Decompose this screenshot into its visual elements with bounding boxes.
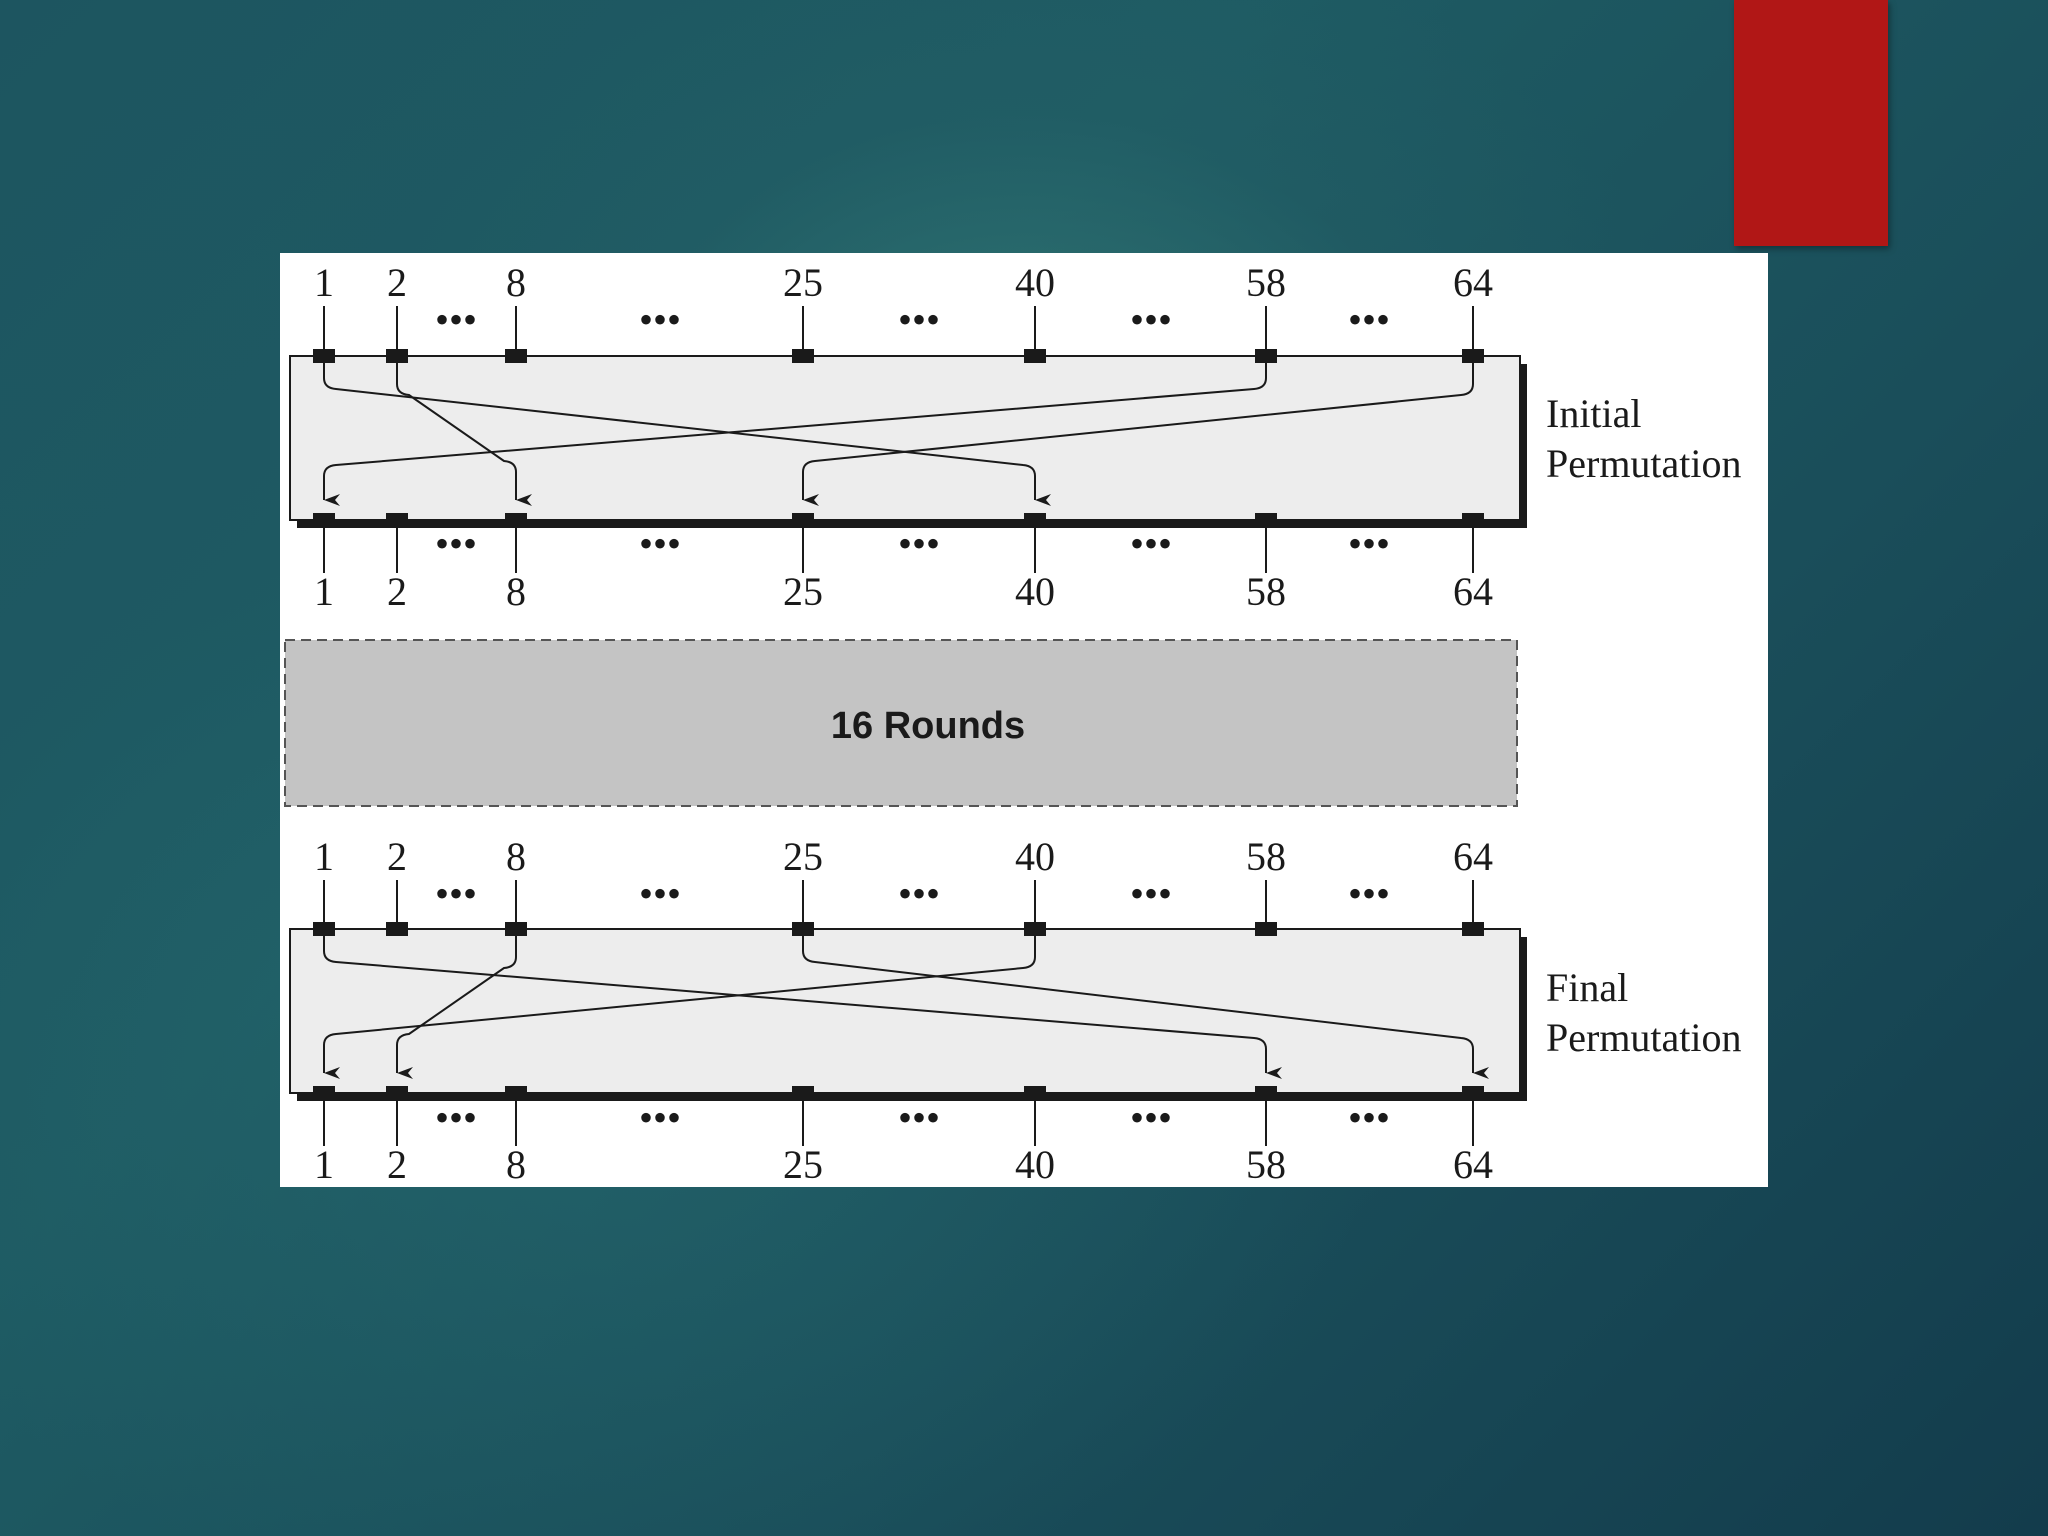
final-permutation-wire-8-to-2 (396, 936, 517, 1079)
initial-permutation-output-ellipsis-2: ••• (898, 521, 940, 566)
final-permutation-input-label-25: 25 (783, 834, 823, 879)
final-permutation-output-ellipsis-0: ••• (435, 1095, 477, 1140)
final-permutation-output-label-58: 58 (1246, 1142, 1286, 1187)
rounds-box (284, 639, 1518, 807)
initial-permutation-input-ellipsis-3: ••• (1130, 297, 1172, 342)
final-permutation-output-label-64: 64 (1453, 1142, 1493, 1187)
rounds-label: 16 Rounds (831, 705, 1025, 747)
final-permutation-input-ellipsis-1: ••• (639, 871, 681, 916)
initial-permutation-wire-64-to-25 (802, 363, 1474, 506)
final-permutation-wire-25-to-64 (802, 936, 1489, 1079)
initial-permutation-output-ellipsis-3: ••• (1130, 521, 1172, 566)
initial-permutation-input-ellipsis-1: ••• (639, 297, 681, 342)
initial-permutation-input-label-40: 40 (1015, 260, 1055, 305)
initial-permutation-output-label-2: 2 (387, 569, 407, 614)
final-permutation-input-ellipsis-2: ••• (898, 871, 940, 916)
final-permutation-input-label-8: 8 (506, 834, 526, 879)
initial-permutation-output-label-64: 64 (1453, 569, 1493, 614)
initial-permutation-output-label-40: 40 (1015, 569, 1055, 614)
final-permutation-input-label-58: 58 (1246, 834, 1286, 879)
final-permutation-wire-40-to-1 (323, 936, 1036, 1079)
initial-permutation-output-ellipsis-0: ••• (435, 521, 477, 566)
initial-permutation-input-ellipsis-2: ••• (898, 297, 940, 342)
final-permutation-title-line2: Permutation (1546, 1015, 1742, 1060)
initial-permutation-input-label-1: 1 (314, 260, 334, 305)
initial-permutation-output-label-58: 58 (1246, 569, 1286, 614)
permutation-diagram: 1 1 2 2 8 8 25 25 40 40 58 58 64 64 ••• ••• ••• ••• ••• •••… (284, 260, 1742, 1187)
final-permutation-output-ellipsis-2: ••• (898, 1095, 940, 1140)
initial-permutation-title-line2: Permutation (1546, 441, 1742, 486)
final-permutation-input-ellipsis-0: ••• (435, 871, 477, 916)
initial-permutation-title-line1: Initial (1546, 391, 1642, 436)
initial-permutation-wire-2-to-8 (396, 363, 532, 506)
initial-permutation-output-ellipsis-1: ••• (639, 521, 681, 566)
initial-permutation-input-ellipsis-0: ••• (435, 297, 477, 342)
final-permutation-input-label-2: 2 (387, 834, 407, 879)
final-permutation-output-ellipsis-3: ••• (1130, 1095, 1172, 1140)
final-permutation-output-label-40: 40 (1015, 1142, 1055, 1187)
final-permutation-input-label-1: 1 (314, 834, 334, 879)
final-permutation-wire-1-to-58 (323, 936, 1282, 1079)
initial-permutation-input-label-8: 8 (506, 260, 526, 305)
final-permutation-input-ellipsis-4: ••• (1348, 871, 1390, 916)
initial-permutation-input-label-58: 58 (1246, 260, 1286, 305)
final-permutation-box (289, 928, 1521, 1094)
final-permutation-output-label-1: 1 (314, 1142, 334, 1187)
final-permutation-output-ellipsis-4: ••• (1348, 1095, 1390, 1140)
initial-permutation-output-label-1: 1 (314, 569, 334, 614)
accent-bar (1734, 0, 1888, 246)
initial-permutation-input-label-25: 25 (783, 260, 823, 305)
final-permutation-output-label-2: 2 (387, 1142, 407, 1187)
final-permutation-input-label-40: 40 (1015, 834, 1055, 879)
initial-permutation-wire-1-to-40 (323, 363, 1051, 506)
final-permutation-title-line1: Final (1546, 965, 1628, 1010)
initial-permutation-input-label-64: 64 (1453, 260, 1493, 305)
final-permutation-input-label-64: 64 (1453, 834, 1493, 879)
initial-permutation-output-label-25: 25 (783, 569, 823, 614)
final-permutation-output-label-8: 8 (506, 1142, 526, 1187)
initial-permutation-output-label-8: 8 (506, 569, 526, 614)
final-permutation-output-ellipsis-1: ••• (639, 1095, 681, 1140)
initial-permutation-wire-58-to-1 (323, 363, 1267, 506)
des-permutation-figure: 1 1 2 2 8 8 25 25 40 40 58 58 64 64 ••• ••• ••• ••• ••• •••… (280, 253, 1768, 1187)
initial-permutation-input-label-2: 2 (387, 260, 407, 305)
initial-permutation-input-ellipsis-4: ••• (1348, 297, 1390, 342)
initial-permutation-box (289, 355, 1521, 521)
initial-permutation-output-ellipsis-4: ••• (1348, 521, 1390, 566)
final-permutation-input-ellipsis-3: ••• (1130, 871, 1172, 916)
final-permutation-output-label-25: 25 (783, 1142, 823, 1187)
